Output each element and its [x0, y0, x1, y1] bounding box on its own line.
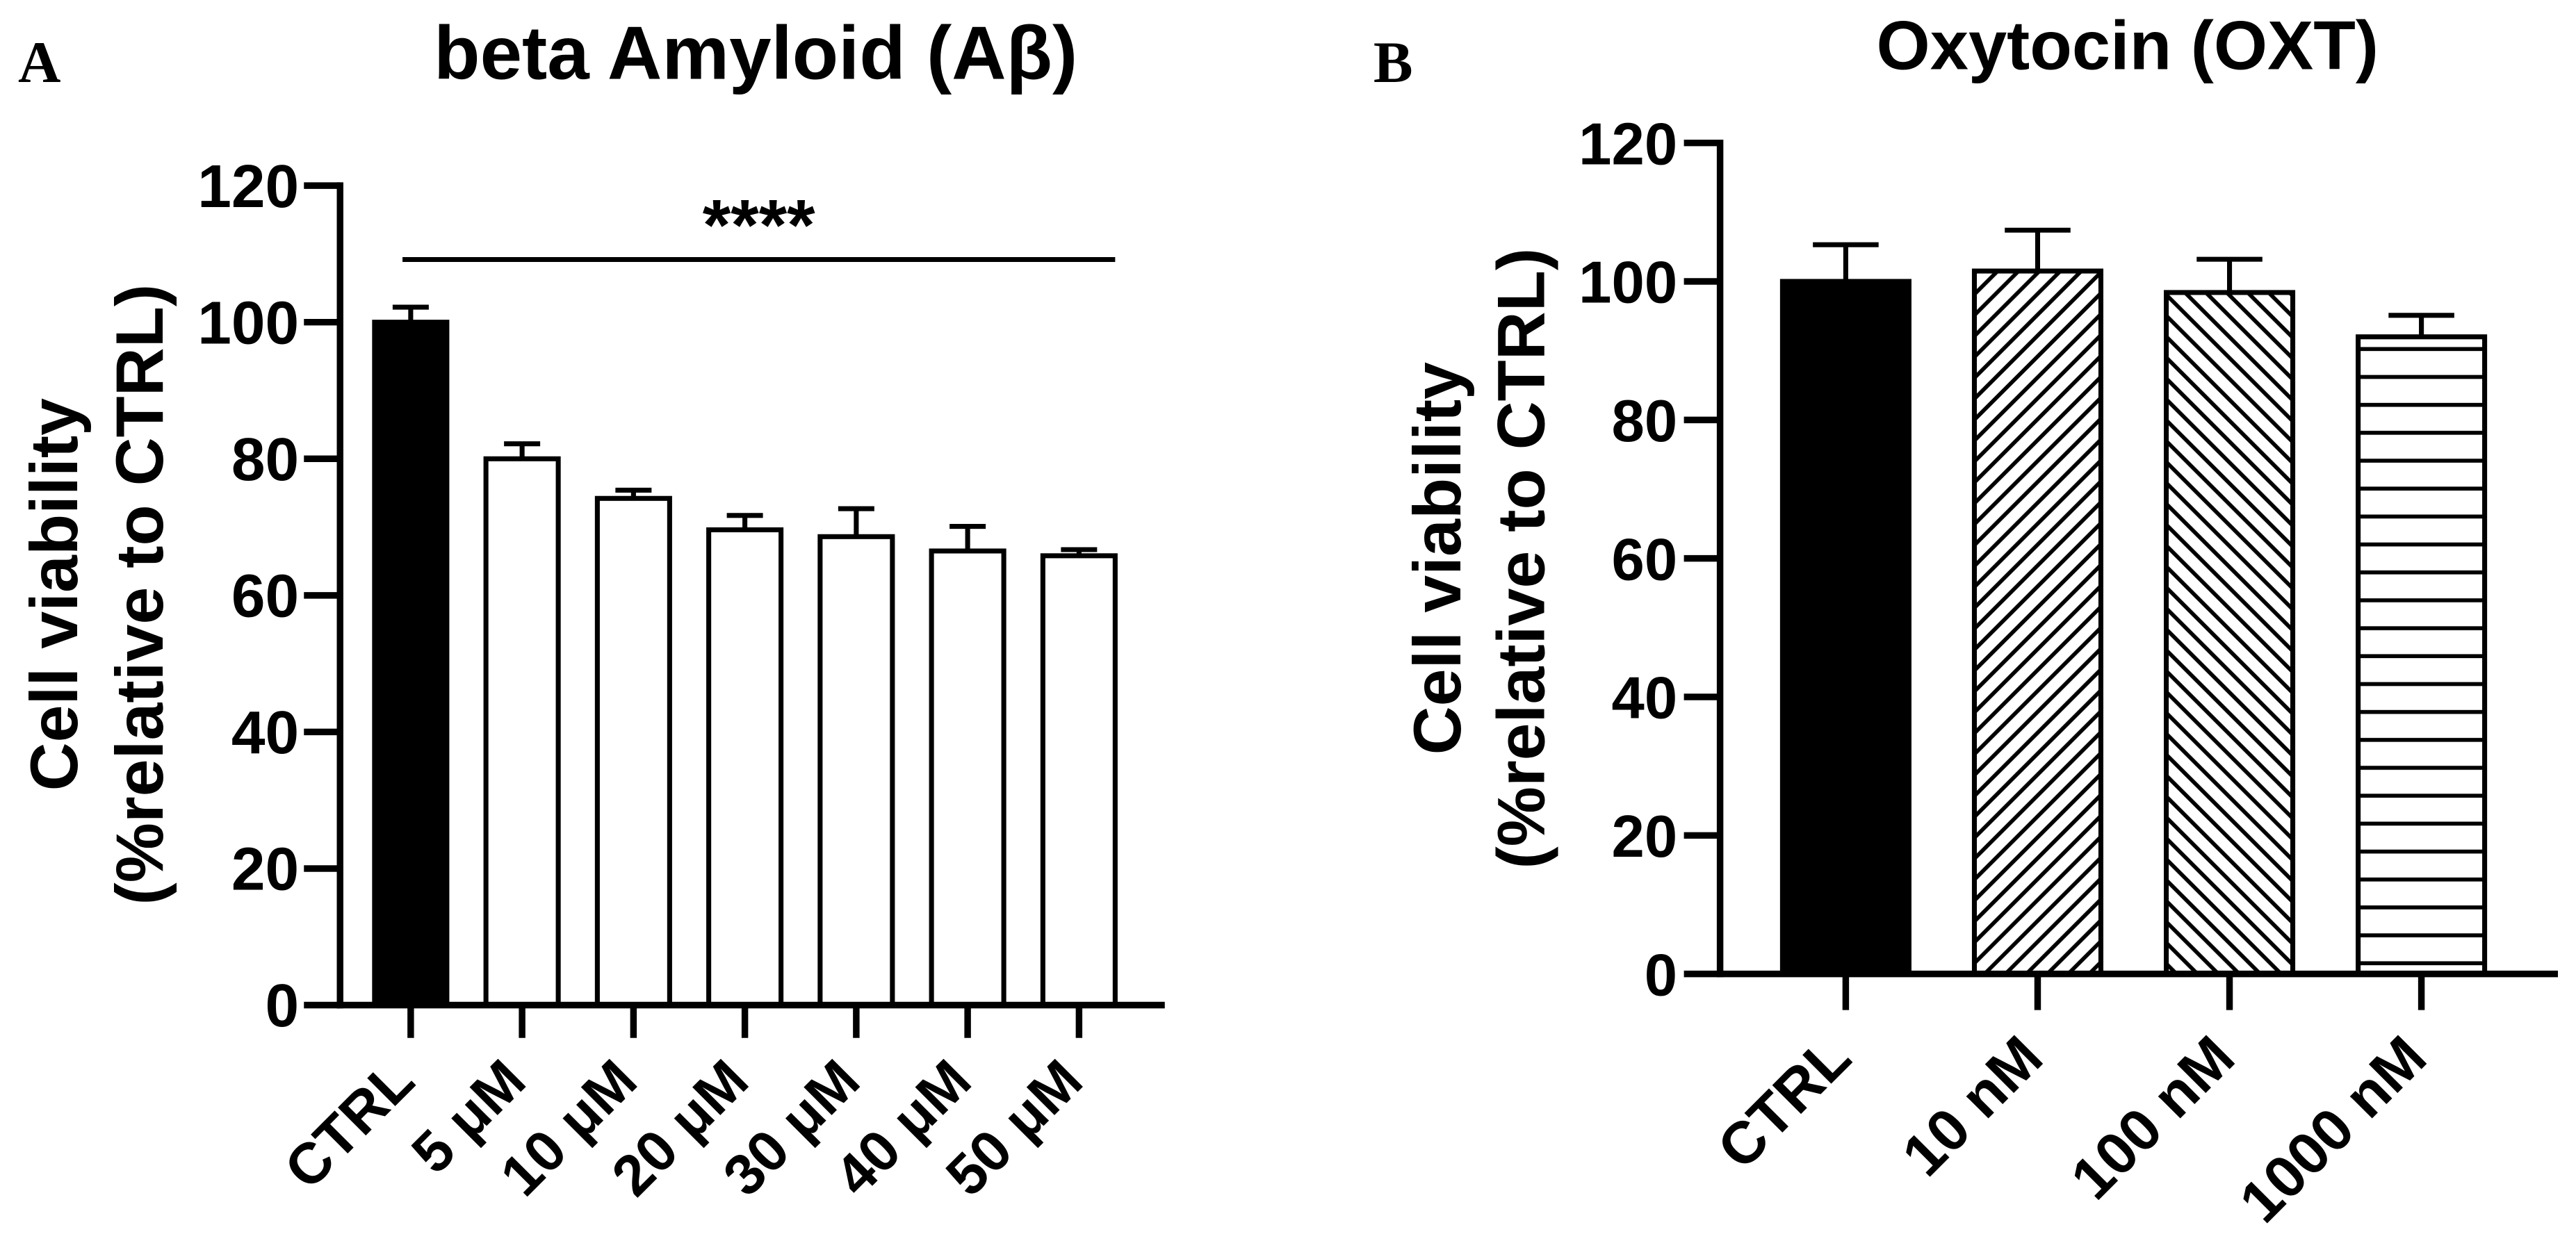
significance-stars-a: ****: [703, 185, 815, 265]
bar-a-5-um: [483, 456, 561, 1008]
error-bar-b-ctrl: [1813, 242, 1879, 282]
y-tick-label-a-0: 0: [266, 971, 300, 1039]
bar-b-10-nm: [1971, 268, 2104, 977]
y-tick-label-b-100: 100: [1579, 250, 1677, 316]
bar-b-ctrl: [1779, 279, 1911, 977]
y-axis-label-a-line-1: Cell viability: [16, 398, 92, 791]
y-tick-label-b-0: 0: [1645, 942, 1677, 1008]
y-axis-label-b-line-1: Cell viability: [1399, 362, 1475, 755]
error-bar-b-1000-nm: [2388, 313, 2454, 337]
bar-a-20-um: [706, 527, 784, 1008]
y-tick-label-b-120: 120: [1579, 111, 1677, 177]
y-tick-label-a-40: 40: [231, 698, 299, 766]
y-tick-label-b-40: 40: [1612, 666, 1678, 732]
bar-a-10-um: [594, 495, 672, 1008]
bar-a-30-um: [817, 534, 895, 1008]
error-bar-a-30-um: [838, 506, 874, 537]
y-tick-label-b-60: 60: [1612, 527, 1678, 593]
y-tick-label-a-80: 80: [231, 425, 299, 493]
error-bar-a-50-um: [1061, 547, 1098, 556]
error-bar-b-10-nm: [2005, 227, 2071, 272]
y-axis-label-b-line-2: (%relative to CTRL): [1483, 248, 1559, 869]
error-bar-a-5-um: [504, 441, 541, 459]
y-tick-label-b-20: 20: [1612, 804, 1678, 870]
error-bar-a-10-um: [615, 487, 652, 499]
y-tick-label-a-60: 60: [231, 562, 299, 630]
y-tick-label-b-80: 80: [1612, 388, 1678, 454]
error-bar-a-ctrl: [392, 304, 429, 322]
y-tick-label-a-100: 100: [197, 288, 299, 356]
y-axis-label-a-line-2: (%relative to CTRL): [101, 284, 177, 905]
bar-a-50-um: [1040, 553, 1118, 1008]
chart-title-b: Oxytocin (OXT): [1877, 7, 2379, 84]
bar-b-1000-nm: [2356, 334, 2488, 977]
error-bar-b-100-nm: [2196, 256, 2263, 293]
panel-label-b: B: [1373, 30, 1413, 95]
error-bar-a-40-um: [949, 524, 986, 551]
y-tick-label-a-20: 20: [231, 835, 299, 903]
bar-a-40-um: [929, 548, 1006, 1008]
panel-label-a: A: [18, 30, 60, 95]
y-tick-label-a-120: 120: [197, 152, 299, 220]
bar-a-ctrl: [372, 320, 450, 1008]
bar-b-100-nm: [2163, 290, 2296, 977]
error-bar-a-20-um: [726, 513, 763, 530]
chart-title-a: beta Amyloid (Aβ): [434, 12, 1077, 96]
